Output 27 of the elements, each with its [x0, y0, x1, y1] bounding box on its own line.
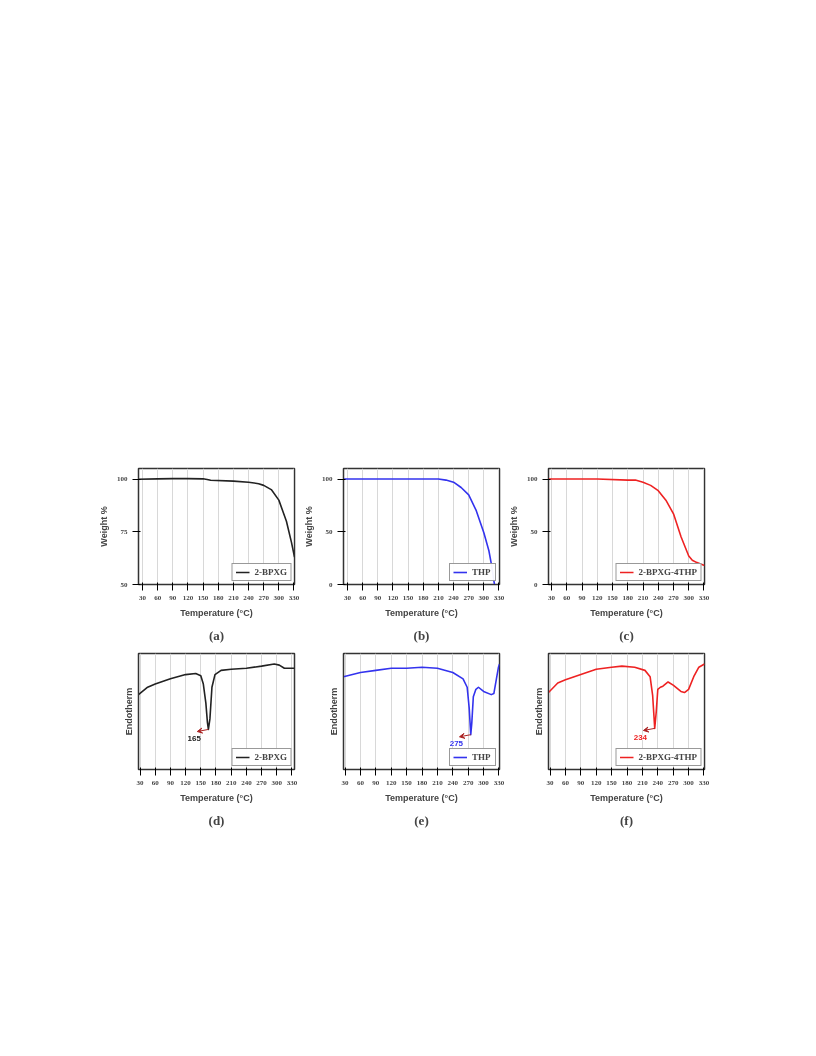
x-axis-title: Temperature (°C)	[385, 607, 458, 618]
annotation: 234	[633, 732, 648, 742]
text: (a)	[208, 627, 225, 643]
y-axis-title: Endotherm	[533, 687, 544, 736]
text: (c)	[619, 627, 634, 643]
y-axis-title: Weight %	[304, 506, 314, 547]
y-axis-title: Endotherm	[328, 687, 339, 736]
y-axis-title: Endotherm	[123, 687, 134, 736]
annotation: 275	[449, 739, 464, 749]
legend-label: THP	[472, 752, 492, 762]
legend-label: 2-BPXG	[254, 567, 287, 577]
x-axis-title: Temperature (°C)	[180, 607, 253, 618]
legend-label: 2-BPXG-4THP	[638, 752, 697, 762]
x-axis-title: Temperature (°C)	[385, 792, 458, 803]
text: (b)	[413, 627, 430, 643]
x-axis-title: Temperature (°C)	[590, 607, 663, 618]
text: (d)	[208, 812, 225, 828]
legend-label: 2-BPXG-4THP	[638, 567, 697, 577]
x-axis-title: Temperature (°C)	[590, 792, 663, 803]
annotation: 165	[187, 733, 202, 743]
y-axis-title: Weight %	[509, 506, 519, 547]
legend-label: 2-BPXG	[254, 752, 287, 762]
y-axis-title: Weight %	[99, 506, 109, 547]
legend-label: THP	[472, 567, 492, 577]
text: (e)	[414, 812, 429, 828]
text: (f)	[620, 812, 634, 828]
x-axis-title: Temperature (°C)	[180, 792, 253, 803]
